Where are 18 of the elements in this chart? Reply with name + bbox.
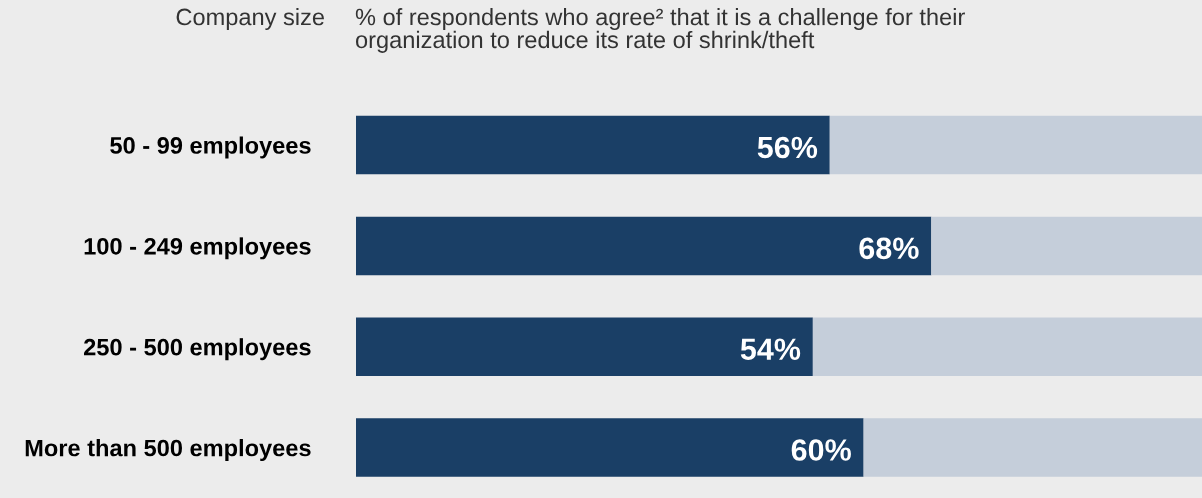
y-tick-label: 50 - 99 employees [110,136,311,159]
bar [356,115,830,175]
bar [356,216,932,276]
bar [812,317,1202,376]
y-tick-label: More than 500 employees [25,439,311,462]
data-label: 68% [859,237,919,260]
data-label: 60% [791,439,851,461]
bar [356,418,864,477]
bar [863,418,1202,477]
y-tick-label: 100 - 249 employees [84,237,311,260]
y-axis-title: Company size [176,8,324,31]
y-tick-label: 250 - 500 employees [84,338,311,361]
chart-title: % of respondents who agree² that it is a challenge for their organization to reduce its rate of shrink/theft [355,8,965,53]
data-label: 56% [757,136,818,159]
bar [829,115,1202,175]
data-label: 54% [740,338,801,360]
bar [931,216,1202,276]
bar [356,317,813,376]
